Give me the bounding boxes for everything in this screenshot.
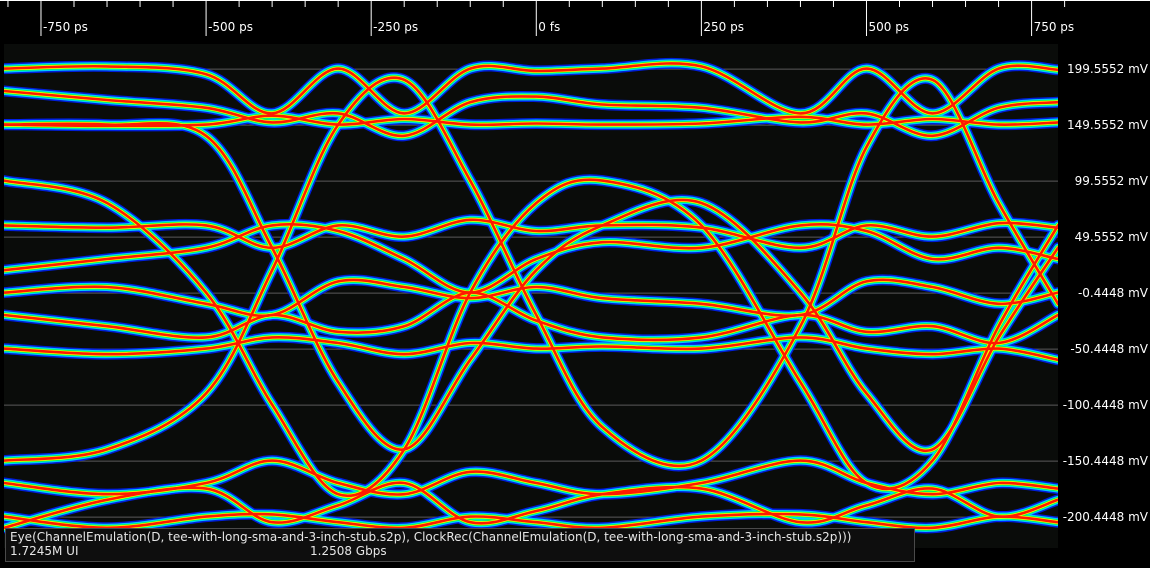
- voltage-tick-label: -200.4448 mV: [1063, 510, 1149, 524]
- timeline-tick-label: 250 ps: [703, 20, 744, 34]
- eye-trace-12: [4, 121, 1058, 453]
- timeline-tick-marks: [0, 0, 1150, 36]
- eye-trace-7: [4, 291, 1058, 345]
- timeline-tick-label: -750 ps: [43, 20, 88, 34]
- eye-trace-10: [4, 512, 1058, 530]
- eye-trace-3: [4, 89, 1058, 138]
- voltage-tick-label: -50.4448 mV: [1070, 342, 1148, 356]
- voltage-tick-label: -150.4448 mV: [1063, 454, 1149, 468]
- waveform-expression: Eye(ChannelEmulation(D, tee-with-long-sm…: [10, 530, 852, 544]
- voltage-tick-label: 49.5552 mV: [1075, 230, 1149, 244]
- waveform-info-box: Eye(ChannelEmulation(D, tee-with-long-sm…: [5, 528, 915, 562]
- eye-trace-13: [4, 76, 1058, 468]
- voltage-tick-label: 149.5552 mV: [1067, 118, 1149, 132]
- bit-rate: 1.2508 Gbps: [310, 544, 387, 558]
- eye-plot-area[interactable]: [4, 44, 1058, 548]
- eye-trace-1: [4, 62, 1058, 115]
- timeline-tick-label: 0 fs: [538, 20, 560, 34]
- eye-trace-14: [4, 178, 1058, 497]
- timeline-tick-labels: -750 ps -500 ps -250 ps 0 fs 250 ps 500 ps 750…: [43, 20, 1074, 34]
- eye-trace-9: [4, 459, 1058, 496]
- voltage-tick-labels: 199.5552 mV 149.5552 mV 99.5552 mV 49.5552 …: [1063, 62, 1149, 524]
- voltage-tick-label: 99.5552 mV: [1075, 174, 1149, 188]
- timeline-ruler[interactable]: -750 ps -500 ps -250 ps 0 fs 250 ps 500 ps 750…: [0, 0, 1150, 44]
- ui-count: 1.7245M UI: [10, 544, 79, 558]
- eye-traces-red-layer: [4, 62, 1058, 530]
- eye-trace-5: [4, 223, 1058, 294]
- voltage-axis[interactable]: 199.5552 mV 149.5552 mV 99.5552 mV 49.5552 …: [1058, 44, 1150, 548]
- voltage-tick-label: -0.4448 mV: [1078, 286, 1149, 300]
- eye-trace-4: [4, 218, 1058, 250]
- timeline-tick-label: -250 ps: [373, 20, 418, 34]
- eye-trace-6: [4, 278, 1058, 318]
- timeline-tick-label: 500 ps: [868, 20, 909, 34]
- voltage-tick-label: -100.4448 mV: [1063, 398, 1149, 412]
- eye-trace-8: [4, 335, 1058, 362]
- eye-trace-2: [4, 114, 1058, 128]
- voltage-tick-label: 199.5552 mV: [1067, 62, 1149, 76]
- timeline-tick-label: 750 ps: [1034, 20, 1075, 34]
- waveform-stats: 1.7245M UI 1.2508 Gbps: [10, 544, 910, 558]
- eye-trace-11: [4, 481, 1058, 530]
- timeline-tick-label: -500 ps: [208, 20, 253, 34]
